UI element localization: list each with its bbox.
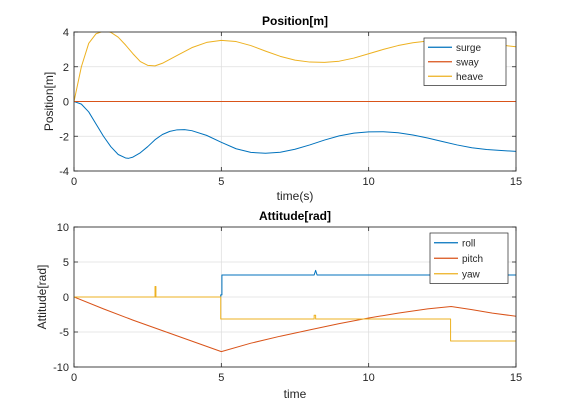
attitude-axes-frame bbox=[73, 226, 517, 368]
legend-entry-yaw: yaw bbox=[462, 269, 481, 280]
position-axes-frame bbox=[73, 31, 517, 172]
attitude-xlabel: time bbox=[284, 387, 307, 401]
legend-entry-surge: surge bbox=[456, 43, 481, 54]
series-line-yaw bbox=[74, 286, 516, 342]
y-tick-label: -5 bbox=[59, 327, 69, 339]
attitude-legend: roll pitch yaw bbox=[429, 232, 509, 284]
y-tick-label: -4 bbox=[59, 166, 69, 178]
x-tick-label: 0 bbox=[71, 372, 77, 384]
series-line-roll bbox=[74, 269, 516, 298]
position-ylabel: Position[m] bbox=[42, 72, 56, 131]
y-tick-label: -2 bbox=[59, 131, 69, 143]
position-title: Position[m] bbox=[262, 14, 328, 28]
position-xlabel: time(s) bbox=[277, 189, 314, 203]
legend-entry-roll: roll bbox=[462, 238, 475, 249]
attitude-ylabel: Attitude[rad] bbox=[35, 265, 49, 330]
x-tick-label: 0 bbox=[71, 176, 77, 188]
legend-entry-sway: sway bbox=[456, 57, 479, 68]
x-tick-label: 10 bbox=[363, 372, 375, 384]
y-tick-label: -10 bbox=[53, 362, 69, 374]
attitude-title: Attitude[rad] bbox=[259, 209, 331, 223]
y-tick-label: 4 bbox=[63, 27, 69, 39]
position-legend: surge sway heave bbox=[423, 37, 507, 86]
series-line-surge bbox=[74, 101, 516, 159]
y-tick-label: 10 bbox=[57, 222, 69, 234]
x-tick-label: 15 bbox=[510, 176, 522, 188]
y-tick-label: 2 bbox=[63, 62, 69, 74]
x-tick-label: 15 bbox=[510, 372, 522, 384]
y-tick-label: 5 bbox=[63, 257, 69, 269]
legend-entry-pitch: pitch bbox=[462, 254, 483, 265]
series-line-pitch bbox=[74, 296, 516, 353]
x-tick-label: 5 bbox=[218, 372, 224, 384]
y-tick-label: 0 bbox=[63, 292, 69, 304]
position-subplot: 0 5 10 15 -4 -2 0 2 4 Position[m] time(s) Positi… bbox=[42, 14, 522, 203]
x-tick-label: 5 bbox=[218, 176, 224, 188]
x-tick-label: 10 bbox=[363, 176, 375, 188]
legend-entry-heave: heave bbox=[456, 72, 484, 83]
attitude-series bbox=[74, 269, 516, 353]
attitude-subplot: 0 5 10 15 -10 -5 0 5 10 Attitude[rad] time Attit… bbox=[35, 209, 522, 401]
y-tick-label: 0 bbox=[63, 97, 69, 109]
